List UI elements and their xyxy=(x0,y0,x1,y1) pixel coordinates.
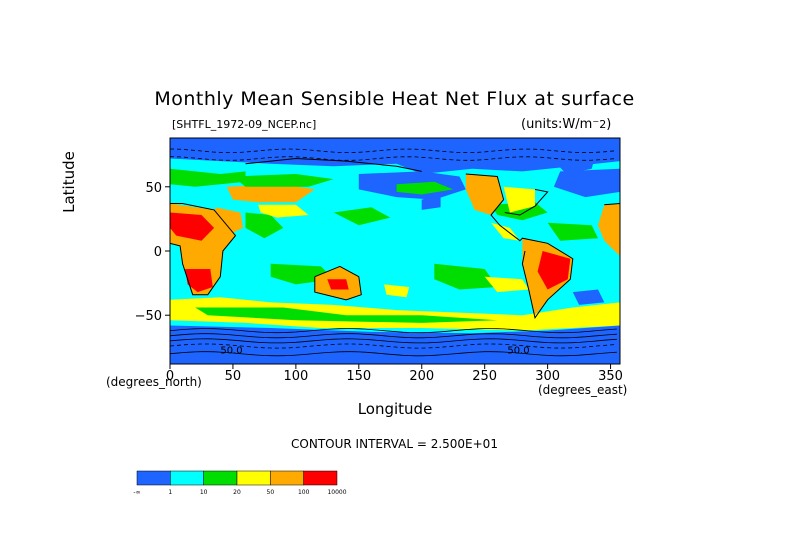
contour-line xyxy=(170,343,617,349)
field-region xyxy=(547,222,598,241)
contour-line xyxy=(170,148,617,154)
x-unit-note: (degrees_east) xyxy=(538,383,628,397)
field-region xyxy=(484,276,529,293)
field-region xyxy=(170,168,246,187)
field-region xyxy=(396,181,454,195)
colorbar-swatch xyxy=(136,470,171,486)
y-axis-label: Latitude xyxy=(60,151,78,213)
colorbar-swatch xyxy=(170,470,204,486)
x-tick-label: 300 xyxy=(535,369,560,384)
colorbar-swatch xyxy=(203,470,238,486)
contour-label: 50.0 xyxy=(507,346,529,357)
y-unit-note: (degrees_north) xyxy=(106,375,202,389)
field-region xyxy=(598,203,620,257)
x-tick-label: 200 xyxy=(409,369,434,384)
colorbar-label: -∞ xyxy=(133,489,140,496)
coastline xyxy=(245,157,422,172)
colorbar-label: 10 xyxy=(200,489,208,496)
contour-line xyxy=(170,333,617,339)
field-region xyxy=(170,325,620,364)
field-region xyxy=(537,251,571,290)
field-region xyxy=(195,307,498,323)
x-tick-label: 100 xyxy=(283,369,308,384)
field-region xyxy=(170,145,620,174)
y-tick-label: −50 xyxy=(135,309,162,324)
field-region xyxy=(503,186,535,213)
coastline xyxy=(314,265,362,301)
chart-title: Monthly Mean Sensible Heat Net Flux at s… xyxy=(154,88,635,110)
coastline xyxy=(604,203,620,206)
colorbar-label: 20 xyxy=(233,489,241,496)
y-tick-label: 0 xyxy=(154,245,162,260)
field-region xyxy=(384,284,410,298)
field-region xyxy=(245,212,284,239)
field-region xyxy=(465,174,504,215)
x-tick-label: 350 xyxy=(598,369,623,384)
colorbar-label: 50 xyxy=(267,489,275,496)
field-region xyxy=(434,263,498,290)
contour-label: 50.0 xyxy=(220,346,242,357)
field-region xyxy=(215,207,243,236)
field-region xyxy=(258,204,309,218)
heatmap-field: 50.0 50.0 xyxy=(170,138,620,364)
contour-interval: CONTOUR INTERVAL = 2.500E+01 xyxy=(291,437,498,451)
colorbar-swatch xyxy=(270,470,304,486)
colorbar-label: 100 xyxy=(298,489,310,496)
field-region xyxy=(553,168,620,198)
field-region xyxy=(170,212,215,241)
y-tick-label: 50 xyxy=(145,181,162,196)
colorbar-label: 10000 xyxy=(327,489,346,496)
coastline xyxy=(170,203,237,296)
x-tick-label: 250 xyxy=(472,369,497,384)
contour-line xyxy=(170,328,617,334)
field-region xyxy=(226,184,315,203)
file-label: [SHTFL_1972-09_NCEP.nc] xyxy=(172,118,317,131)
field-region xyxy=(572,289,605,305)
x-tick-label: 50 xyxy=(225,369,242,384)
coastline xyxy=(504,188,549,216)
field-region xyxy=(327,279,349,290)
axes: 0 50 100 150 200 250 300 350 50 0 −50 xyxy=(135,181,623,384)
field-region xyxy=(232,174,334,187)
field-region xyxy=(421,194,441,210)
x-axis-label: Longitude xyxy=(357,400,433,418)
x-tick-label: 150 xyxy=(346,369,371,384)
field-region xyxy=(491,222,520,241)
colorbar-label: 1 xyxy=(168,489,172,496)
contour-line xyxy=(170,156,617,161)
field-region xyxy=(333,207,391,226)
field-region xyxy=(185,269,213,293)
field-region xyxy=(170,297,620,331)
contour-line xyxy=(170,338,617,344)
colorbar: -∞ 1 10 20 50 100 10000 xyxy=(133,470,347,496)
colorbar-swatch xyxy=(236,470,271,486)
x-tick-label: 0 xyxy=(166,369,174,384)
colorbar-swatch xyxy=(303,470,338,486)
units-label: (units:W/m⁻2) xyxy=(521,117,612,132)
contour-line xyxy=(170,351,617,357)
coastline xyxy=(465,173,574,320)
